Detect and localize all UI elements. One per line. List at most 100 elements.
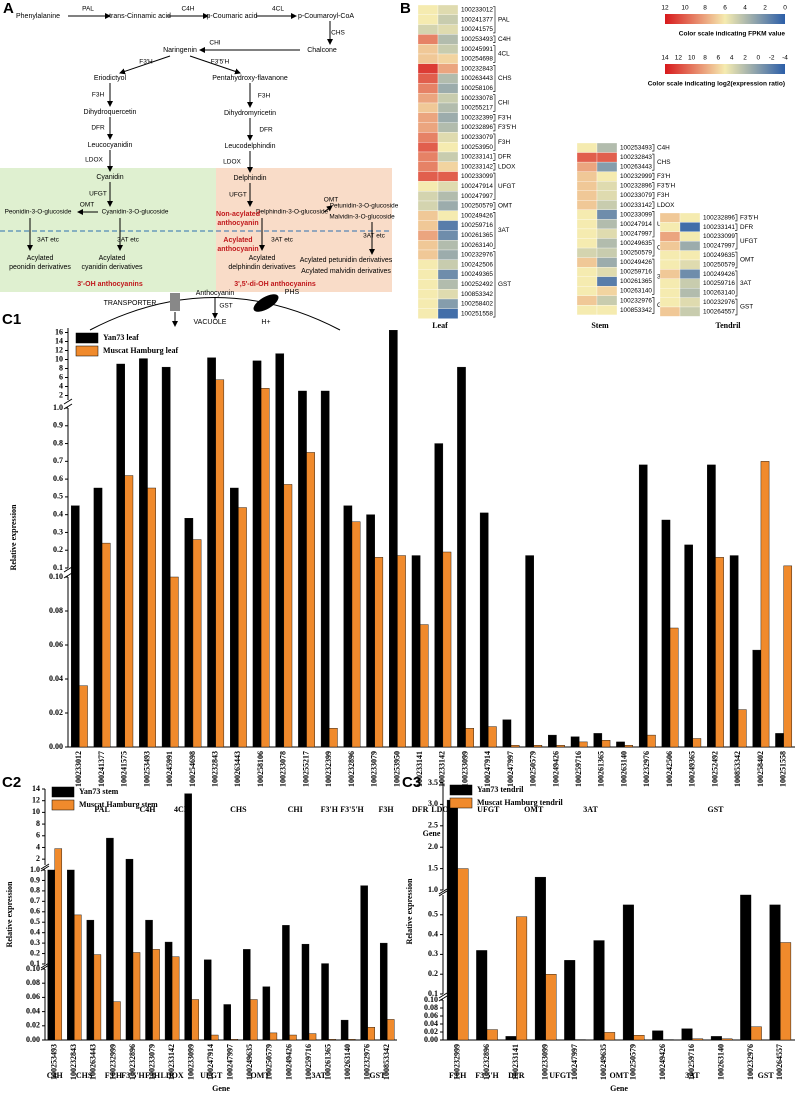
x-tick-label: 100233079	[147, 1044, 156, 1080]
group-label: F3'H	[321, 805, 339, 814]
gene-label: 100233099	[461, 173, 493, 180]
group-label: DFR	[740, 224, 754, 231]
bar	[556, 745, 565, 748]
heat-cell	[437, 249, 459, 260]
diagram-text: F3H	[258, 93, 271, 100]
x-axis-title: Gene	[212, 1084, 230, 1093]
y-tick-label: 8	[59, 363, 63, 372]
bar	[548, 734, 557, 748]
gene-label: 100233099	[620, 211, 652, 218]
group-label: OMT	[524, 805, 544, 814]
heat-cell	[576, 161, 598, 172]
bracket	[493, 251, 496, 318]
y-tick-label: 12	[32, 796, 40, 805]
bar	[351, 521, 361, 748]
x-tick-label: 100232999	[452, 1044, 461, 1080]
arrow	[323, 205, 333, 213]
diagram-text: Acylated	[99, 255, 126, 262]
bracket	[493, 163, 496, 171]
bracket	[652, 191, 655, 200]
group-label: F3H	[379, 805, 395, 814]
x-tick-label: 100249635	[599, 1044, 608, 1080]
x-tick-label: 100249426	[284, 1044, 293, 1080]
bracket	[493, 45, 496, 63]
diagram-text: UFGT	[89, 191, 107, 198]
y-tick-label: 0.04	[26, 1006, 40, 1015]
bar	[624, 745, 633, 748]
bracket	[735, 233, 738, 250]
bar	[502, 719, 512, 748]
diagram-text: Non-acylated	[216, 211, 260, 218]
y-tick-label: 0.06	[424, 1011, 438, 1020]
gene-label: 100233142	[620, 202, 652, 209]
diagram-text: Acylated	[27, 255, 54, 262]
gene-label: 100245991	[461, 46, 493, 53]
y-tick-label: 0.06	[26, 992, 40, 1001]
bar	[570, 736, 580, 748]
x-tick-label: 100255217	[301, 751, 310, 787]
group-label: F3'5'H	[340, 805, 364, 814]
gene-label: 100263443	[620, 164, 652, 171]
x-tick-label: 100233142	[167, 1044, 176, 1080]
group-label: OMT	[740, 257, 754, 264]
bar	[116, 363, 125, 748]
bar	[207, 357, 216, 748]
legend-swatch	[449, 784, 473, 796]
heat-cell	[437, 181, 459, 192]
gene-label: 100247997	[620, 230, 652, 237]
bar	[164, 941, 173, 1041]
axis-break	[438, 890, 448, 897]
legend-swatch	[75, 332, 99, 344]
heat-cell	[417, 210, 439, 221]
heat-cell	[576, 228, 598, 239]
diagram-text: CHS	[331, 30, 345, 37]
diagram-text: F3H	[92, 92, 105, 99]
bar	[171, 956, 180, 1041]
bar	[275, 353, 285, 748]
bar	[638, 464, 648, 748]
diagram-text: UFGT	[229, 192, 247, 199]
heat-cell	[437, 289, 459, 300]
y-tick-label: 0.2	[428, 969, 438, 978]
gene-label: 100232843	[620, 154, 652, 161]
group-label: CHS	[76, 1071, 93, 1080]
group-label: 3AT	[312, 1071, 327, 1080]
bar	[230, 487, 239, 748]
x-tick-label: 100250579	[628, 1044, 637, 1080]
y-tick-label: 0.4	[53, 509, 63, 518]
group-label: F3'5'H	[475, 1071, 499, 1080]
group-label: UFGT	[549, 1071, 572, 1080]
bar	[578, 741, 588, 748]
bar	[132, 952, 141, 1041]
x-tick-label: 100249426	[551, 751, 560, 787]
diagram-text: Chalcone	[307, 47, 337, 54]
group-label: 4CL	[174, 805, 189, 814]
bracket	[493, 35, 496, 43]
y-tick-label: 4	[59, 381, 63, 390]
heat-cell	[437, 308, 459, 319]
diagram-text: Acylated petunidin derivatives	[300, 257, 393, 264]
color-scale	[665, 64, 785, 74]
y-tick-label: 3.0	[428, 799, 438, 808]
bracket	[652, 201, 655, 209]
gene-label: 100241377	[461, 16, 493, 23]
x-tick-label: 100245991	[165, 751, 174, 787]
heat-cell	[437, 93, 459, 104]
heat-cell	[679, 288, 701, 298]
phs	[253, 294, 279, 312]
gene-label: 100249365	[461, 271, 493, 278]
y-tick-label: 0.02	[49, 708, 63, 717]
bar	[282, 925, 290, 1041]
axis-break	[63, 398, 73, 405]
y-tick-label: 8	[36, 819, 40, 828]
diagram-text: anthocyanin	[217, 220, 258, 227]
bar	[106, 837, 114, 1041]
gene-label: 100258106	[461, 85, 493, 92]
diagram-text: Anthocyanin	[196, 290, 235, 297]
axis-break	[438, 888, 448, 895]
gene-label: 100252492	[461, 281, 493, 288]
x-tick-label: 100249426	[658, 1044, 667, 1080]
bar	[93, 954, 102, 1041]
